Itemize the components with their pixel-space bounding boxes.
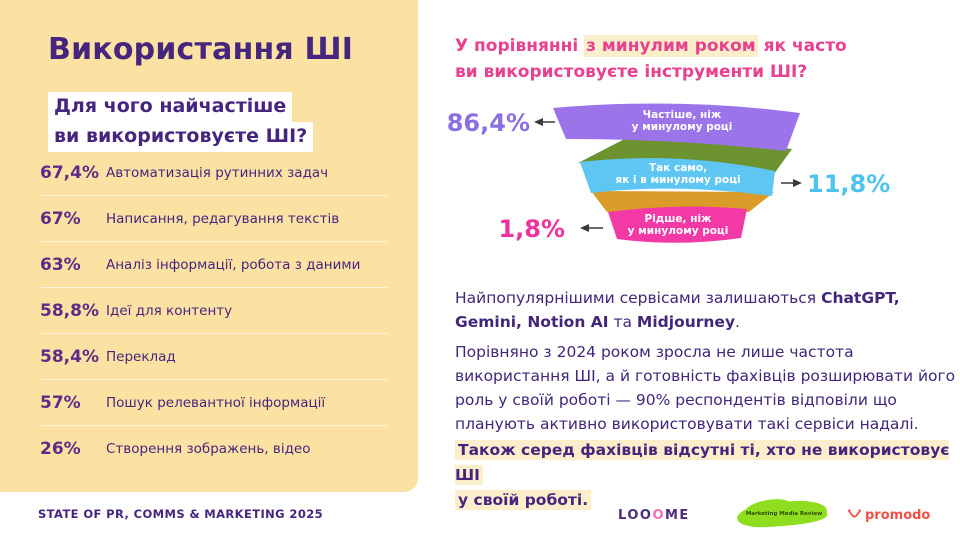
left-question: Для чого найчастіше ви використовуєте ШІ… [48,92,314,152]
trend-paragraph: Порівняно з 2024 роком зросла не лише ча… [455,343,956,433]
promodo-mark-icon [848,509,861,518]
funnel-chart: Частіше, ніж у минулому році Так само, я… [447,95,890,265]
question-part2: як часто [757,36,847,56]
note-line2: у своїй роботі. [455,490,592,510]
list-item: 63% Аналіз інформації, робота з даними [40,242,388,288]
arrow-left2-icon [580,224,603,232]
funnel-label-3-line2: у минулому році [628,225,729,237]
item-percent: 67,4% [40,162,99,183]
funnel-label-2-line2: як і в минулому році [615,174,740,186]
item-label: Аналіз інформації, робота з даними [106,256,361,273]
funnel-label-1-line1: Частіше, ніж [643,109,722,121]
p1-text3: . [735,313,740,331]
promodo-logo: promodo [848,508,930,523]
looome-text1: LOO [618,508,653,523]
list-item: 67,4% Автоматизація рутинних задач [40,150,388,196]
note-line1: Також серед фахівців відсутні ті, хто не… [455,440,950,485]
usage-list: 67,4% Автоматизація рутинних задач 67% Н… [40,150,388,472]
question-line2: ви використовуєте інструменти ШІ? [455,62,808,82]
list-item: 58,4% Переклад [40,334,388,380]
looome-logo: LOOOME [618,508,690,523]
funnel-label-2-line1: Так само, [649,162,707,174]
highlighted-note: Також серед фахівців відсутні ті, хто не… [455,438,957,513]
item-label: Написання, редагування текстів [106,210,340,227]
item-percent: 58,4% [40,346,99,367]
left-question-line1: Для чого найчастіше [48,92,293,122]
item-percent: 58,8% [40,300,99,321]
arrow-left-icon [534,118,555,126]
left-question-line2: ви використовуєте ШІ? [48,122,314,152]
list-item: 57% Пошук релевантної інформації [40,380,388,426]
funnel-band-blue [580,158,775,196]
question-highlight: з минулим роком [584,35,758,57]
list-item: 58,8% Ідеї для контенту [40,288,388,334]
looome-accent-o: O [652,508,665,523]
page-title: Використання ШІ [48,32,354,67]
funnel-svg: Частіше, ніж у минулому році Так само, я… [447,103,890,243]
report-title: STATE OF PR, COMMS & MARKETING 2025 [38,507,324,521]
promodo-label: promodo [865,508,931,523]
funnel-percent-1: 86,4% [447,109,530,137]
left-panel: Використання ШІ Для чого найчастіше ви в… [0,0,418,492]
funnel-percent-3: 1,8% [498,215,565,243]
item-label: Пошук релевантної інформації [106,394,326,411]
item-percent: 67% [40,208,81,229]
funnel-label-1-line2: у минулому році [632,121,733,133]
item-percent: 26% [40,439,81,459]
services-paragraph: Найпопулярнішими сервісами залишаються C… [455,286,957,334]
item-label: Переклад [106,348,176,365]
item-percent: 57% [40,392,81,413]
funnel-label-3-line1: Рідше, ніж [645,213,713,225]
mmr-logo: Marketing Media Review [736,496,829,530]
item-label: Ідеї для контенту [106,302,233,319]
funnel-band-pink [608,206,747,243]
question-part1: У порівнянні [455,36,585,56]
item-percent: 63% [40,254,81,275]
list-item: 26% Створення зображень, відео [40,426,388,472]
p1-bold-services: ChatGPT, Gemini, Notion AI [455,289,900,331]
funnel-fold-orange [591,191,774,212]
looome-text2: ME [665,508,690,523]
item-label: Автоматизація рутинних задач [106,164,329,181]
funnel-percent-2: 11,8% [807,170,890,198]
right-question: У порівнянні з минулим роком як часто ви… [455,33,847,85]
p1-text: Найпопулярнішими сервісами залишаються [455,289,822,307]
p1-text2: та [608,313,637,331]
arrow-right-icon [781,179,802,187]
list-item: 67% Написання, редагування текстів [40,196,388,242]
funnel-band-purple [553,103,800,151]
p1-bold-midjourney: Midjourney [636,313,736,331]
item-label: Створення зображень, відео [106,441,311,457]
mmr-label: Marketing Media Review [745,511,823,517]
